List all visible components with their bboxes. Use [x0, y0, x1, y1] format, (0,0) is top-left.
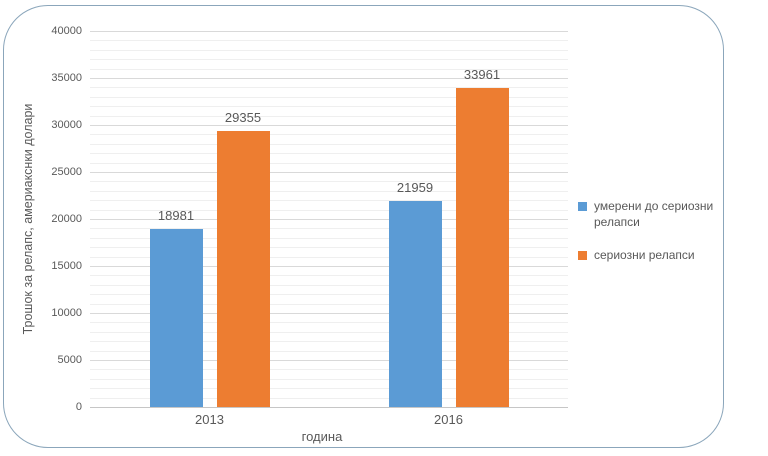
minor-gridline — [90, 59, 568, 61]
minor-gridline — [90, 153, 568, 155]
minor-gridline — [90, 256, 568, 258]
minor-gridline — [90, 294, 568, 296]
data-label: 29355 — [224, 110, 262, 126]
y-tick-label: 30000 — [51, 119, 82, 131]
y-tick-label: 10000 — [51, 307, 82, 319]
major-gridline — [90, 360, 568, 361]
minor-gridline — [90, 341, 568, 343]
major-gridline — [90, 219, 568, 220]
minor-gridline — [90, 106, 568, 108]
major-gridline — [90, 172, 568, 173]
legend-item-0: умерени до сериозни релапси — [578, 199, 720, 231]
major-gridline — [90, 266, 568, 267]
y-tick-label: 20000 — [51, 213, 82, 225]
x-category-label: 2016 — [434, 412, 463, 427]
y-tick-label: 0 — [75, 401, 82, 413]
legend: умерени до сериозни релапси сериозни рела… — [578, 199, 720, 263]
minor-gridline — [90, 181, 568, 183]
minor-gridline — [90, 228, 568, 230]
y-axis-title: Трошок за релапс, америакснки долари — [21, 103, 35, 335]
data-label: 33961 — [463, 66, 501, 82]
minor-gridline — [90, 378, 568, 380]
legend-label: сериозни релапси — [594, 247, 695, 262]
minor-gridline — [90, 190, 568, 192]
y-tick-label: 40000 — [51, 25, 82, 37]
major-gridline — [90, 31, 568, 32]
legend-swatch-icon — [578, 202, 587, 211]
x-axis-line — [90, 407, 568, 408]
legend-label: умерени до сериозни релапси — [594, 199, 714, 229]
minor-gridline — [90, 247, 568, 249]
minor-gridline — [90, 397, 568, 399]
minor-gridline — [90, 162, 568, 164]
minor-gridline — [90, 331, 568, 333]
minor-gridline — [90, 87, 568, 89]
minor-gridline — [90, 96, 568, 98]
y-tick-label: 5000 — [57, 354, 82, 366]
x-category-label: 2013 — [195, 412, 224, 427]
major-gridline — [90, 125, 568, 126]
minor-gridline — [90, 49, 568, 51]
major-gridline — [90, 78, 568, 79]
minor-gridline — [90, 369, 568, 371]
bar-2013-blue — [149, 228, 203, 407]
bar-2016-blue — [388, 200, 442, 407]
major-gridline — [90, 313, 568, 314]
data-label: 21959 — [396, 179, 434, 195]
y-tick-label: 35000 — [51, 72, 82, 84]
minor-gridline — [90, 388, 568, 390]
x-axis-title: година — [301, 429, 343, 444]
y-tick-label: 25000 — [51, 166, 82, 178]
minor-gridline — [90, 237, 568, 239]
bar-2013-orange — [216, 131, 270, 407]
minor-gridline — [90, 134, 568, 136]
legend-swatch-icon — [578, 250, 587, 260]
y-tick-label: 15000 — [51, 260, 82, 272]
minor-gridline — [90, 209, 568, 211]
minor-gridline — [90, 200, 568, 202]
minor-gridline — [90, 115, 568, 117]
minor-gridline — [90, 275, 568, 277]
minor-gridline — [90, 284, 568, 286]
minor-gridline — [90, 143, 568, 145]
bar-2016-orange — [455, 87, 509, 407]
minor-gridline — [90, 68, 568, 70]
data-label: 18981 — [157, 207, 195, 223]
minor-gridline — [90, 322, 568, 324]
minor-gridline — [90, 303, 568, 305]
minor-gridline — [90, 350, 568, 352]
legend-item-1: сериозни релапси — [578, 248, 720, 264]
minor-gridline — [90, 40, 568, 42]
